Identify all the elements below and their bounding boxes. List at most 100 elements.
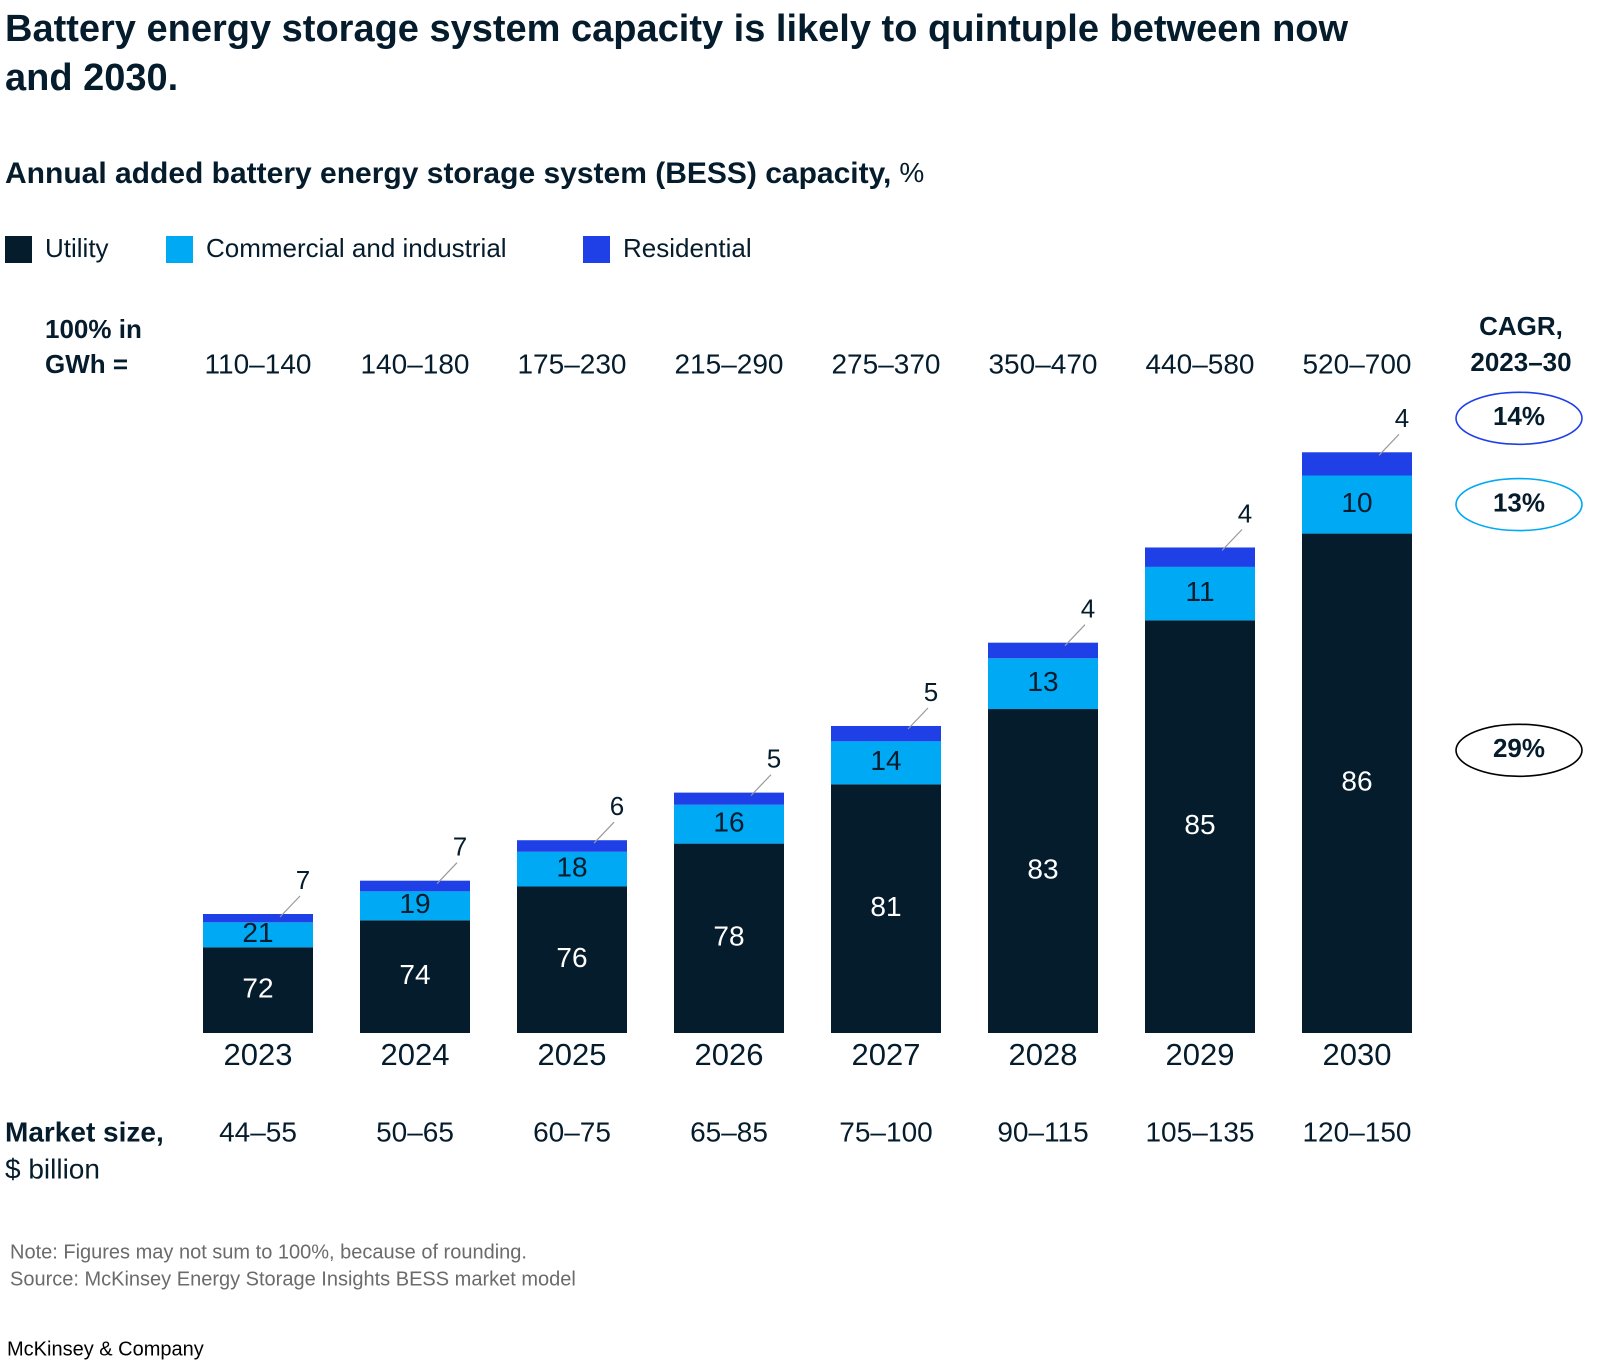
data-label: 11 <box>1185 576 1214 607</box>
market-size-header: Market size, <box>5 1116 164 1147</box>
cagr-header: CAGR, <box>1479 311 1563 341</box>
bar-segment <box>988 709 1098 1033</box>
legend-swatch <box>583 236 610 263</box>
capacity-label: 215–290 <box>674 348 783 379</box>
bar-segment <box>674 792 784 805</box>
data-label: 74 <box>399 959 430 990</box>
capacity-label: 520–700 <box>1302 348 1411 379</box>
leader-line <box>1064 624 1086 647</box>
bar-stack <box>1302 452 1412 1033</box>
leader-line <box>593 821 615 844</box>
leader-line <box>1221 529 1243 551</box>
bar-stack <box>203 914 313 1033</box>
legend-swatch <box>5 236 32 263</box>
bar-segment <box>674 843 784 1033</box>
data-label: 6 <box>610 791 624 821</box>
data-label: 78 <box>713 921 744 952</box>
legend-swatch <box>166 236 193 263</box>
market-size-unit: $ billion <box>5 1153 100 1184</box>
legend-label: Commercial and industrial <box>206 233 507 263</box>
data-label: 19 <box>399 888 430 919</box>
x-tick-label: 2025 <box>538 1037 607 1072</box>
data-label: 86 <box>1341 766 1372 797</box>
cagr-label: 14% <box>1493 401 1545 431</box>
data-label: 10 <box>1341 487 1372 518</box>
cagr-label: 13% <box>1493 487 1545 517</box>
data-label: 16 <box>713 807 744 838</box>
legend-label: Utility <box>45 233 109 263</box>
bar-segment <box>203 914 313 923</box>
data-label: 18 <box>556 852 587 883</box>
leader-line <box>1378 433 1400 456</box>
subtitle-unit: % <box>899 157 924 188</box>
bar-segment <box>831 725 941 742</box>
bar-segment <box>517 851 627 887</box>
note: Note: Figures may not sum to 100%, becau… <box>10 1241 527 1263</box>
market-size: 60–75 <box>533 1116 611 1147</box>
bar-stack <box>1145 547 1255 1033</box>
data-label: 7 <box>453 832 467 862</box>
market-size: 44–55 <box>219 1116 297 1147</box>
bar-segment <box>203 947 313 1033</box>
data-label: 5 <box>767 743 781 773</box>
data-label: 81 <box>870 891 901 922</box>
x-tick-label: 2027 <box>852 1037 921 1072</box>
bar-segment <box>360 891 470 921</box>
bar-stack <box>674 792 784 1033</box>
capacity-label: 110–140 <box>205 348 312 379</box>
data-label: 21 <box>242 917 273 948</box>
bar-segment <box>360 920 470 1033</box>
capacity-label: 440–580 <box>1145 348 1254 379</box>
market-size: 50–65 <box>376 1116 454 1147</box>
data-label: 4 <box>1395 403 1409 433</box>
x-tick-label: 2028 <box>1009 1037 1078 1072</box>
data-label: 7 <box>296 865 310 895</box>
bar-segment <box>988 658 1098 710</box>
bar-segment <box>831 741 941 785</box>
chart-title: and 2030. <box>5 57 178 99</box>
source: Source: McKinsey Energy Storage Insights… <box>10 1268 576 1290</box>
bar-segment <box>517 840 627 852</box>
data-label: 76 <box>556 942 587 973</box>
x-tick-label: 2023 <box>224 1037 293 1072</box>
cagr-label: 29% <box>1493 733 1545 763</box>
bar-stack <box>831 725 941 1033</box>
bar-segment <box>1302 475 1412 534</box>
x-tick-label: 2029 <box>1166 1037 1235 1072</box>
market-size: 65–85 <box>690 1116 768 1147</box>
bar-segment <box>517 886 627 1033</box>
leader-line <box>750 774 772 797</box>
capacity-header: 100% in <box>45 314 142 344</box>
capacity-label: 175–230 <box>517 348 626 379</box>
bar-segment <box>1145 547 1255 567</box>
data-label: 72 <box>242 973 273 1004</box>
data-label: 4 <box>1081 594 1095 624</box>
bar-segment <box>674 804 784 844</box>
market-size: 120–150 <box>1302 1116 1411 1147</box>
bar-segment <box>203 922 313 948</box>
cagr-oval <box>1455 477 1583 532</box>
bar-segment <box>1145 620 1255 1033</box>
data-label: 85 <box>1184 809 1215 840</box>
bar-stack <box>988 642 1098 1033</box>
bar-segment <box>831 784 941 1033</box>
market-size: 105–135 <box>1145 1116 1254 1147</box>
leader-line <box>279 895 301 918</box>
bar-segment <box>1302 533 1412 1033</box>
leader-line <box>436 862 458 885</box>
bar-segment <box>1302 452 1412 476</box>
market-size: 75–100 <box>839 1116 932 1147</box>
cagr-oval <box>1455 391 1583 446</box>
x-tick-label: 2030 <box>1323 1037 1392 1072</box>
bar-segment <box>1145 566 1255 621</box>
data-label: 14 <box>870 745 901 776</box>
footer: McKinsey & Company <box>7 1338 204 1360</box>
data-label: 13 <box>1027 666 1058 697</box>
subtitle-text: Annual added battery energy storage syst… <box>5 157 891 190</box>
data-label: 5 <box>924 677 938 707</box>
x-tick-label: 2024 <box>381 1037 450 1072</box>
capacity-header: GWh = <box>45 349 128 379</box>
bar-segment <box>988 642 1098 659</box>
market-size: 90–115 <box>997 1116 1088 1147</box>
